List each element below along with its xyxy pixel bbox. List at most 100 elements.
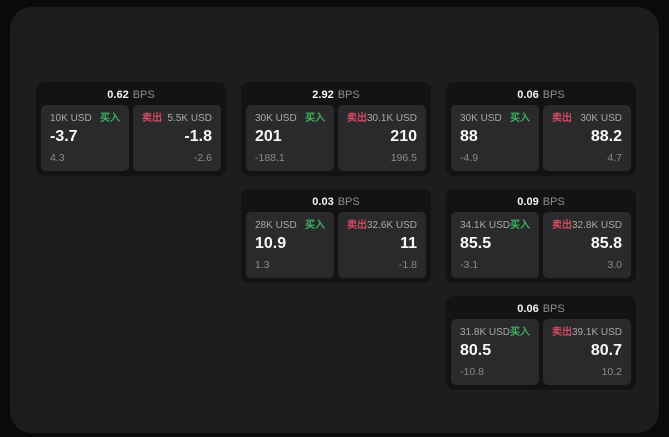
sell-notional: 5.5K USD <box>167 113 212 124</box>
quote-card: 2.92 BPS 30K USD 买入 201 -188.1 卖出 30.1K … <box>241 82 431 176</box>
quote-grid: 0.62 BPS 10K USD 买入 -3.7 4.3 卖出 5.5K USD <box>36 82 636 390</box>
bps-value: 0.06 <box>517 302 539 315</box>
buy-panel-top: 31.8K USD 买入 <box>460 327 530 339</box>
bps-header: 0.06 BPS <box>446 82 636 105</box>
sell-panel-top: 卖出 32.6K USD <box>347 220 417 232</box>
sell-panel-top: 卖出 39.1K USD <box>552 327 622 339</box>
bps-unit-label: BPS <box>337 88 360 101</box>
quote-card: 0.06 BPS 30K USD 买入 88 -4.9 卖出 30K USD <box>446 82 636 176</box>
bps-unit-label: BPS <box>337 195 360 208</box>
quote-card: 0.06 BPS 31.8K USD 买入 80.5 -10.8 卖出 39.1… <box>446 296 636 390</box>
buy-price: -3.7 <box>50 128 78 145</box>
quote-panels: 31.8K USD 买入 80.5 -10.8 卖出 39.1K USD 80.… <box>446 319 636 390</box>
bps-unit-label: BPS <box>542 195 565 208</box>
buy-panel-top: 30K USD 买入 <box>460 113 530 125</box>
buy-quote-panel[interactable]: 30K USD 买入 201 -188.1 <box>246 105 334 171</box>
bps-header: 0.06 BPS <box>446 296 636 319</box>
bps-header: 0.62 BPS <box>36 82 226 105</box>
sell-notional: 30.1K USD <box>366 113 418 124</box>
sell-side-label: 卖出 <box>552 113 572 124</box>
sell-side-label: 卖出 <box>552 220 572 231</box>
sell-quote-panel[interactable]: 卖出 32.8K USD 85.8 3.0 <box>543 212 631 278</box>
buy-notional: 30K USD <box>255 113 297 124</box>
buy-quote-panel[interactable]: 28K USD 买入 10.9 1.3 <box>246 212 334 278</box>
sell-price: 210 <box>390 128 417 145</box>
buy-panel-top: 30K USD 买入 <box>255 113 325 125</box>
bps-unit-label: BPS <box>132 88 155 101</box>
sell-price: 85.8 <box>590 235 622 252</box>
buy-notional: 31.8K USD <box>460 327 511 338</box>
buy-side-label: 买入 <box>305 220 325 231</box>
sell-quote-panel[interactable]: 卖出 39.1K USD 80.7 10.2 <box>543 319 631 385</box>
buy-notional: 30K USD <box>460 113 502 124</box>
buy-side-label: 买入 <box>510 220 531 231</box>
buy-price: 85.5 <box>460 235 492 252</box>
quote-card: 0.09 BPS 34.1K USD 买入 85.5 -3.1 卖出 32.8K… <box>446 189 636 283</box>
bps-unit-label: BPS <box>542 88 565 101</box>
quote-card: 0.03 BPS 28K USD 买入 10.9 1.3 卖出 32.6K US… <box>241 189 431 283</box>
bps-header: 2.92 BPS <box>241 82 431 105</box>
sell-side-label: 卖出 <box>347 113 367 124</box>
sell-panel-top: 卖出 30K USD <box>552 113 622 125</box>
sell-change: 3.0 <box>607 259 622 271</box>
bps-unit-label: BPS <box>542 302 565 315</box>
sell-quote-panel[interactable]: 卖出 5.5K USD -1.8 -2.6 <box>133 105 221 171</box>
sell-notional: 30K USD <box>580 113 622 124</box>
sell-change: -2.6 <box>193 152 212 164</box>
bps-value: 0.09 <box>517 195 539 208</box>
sell-side-label: 卖出 <box>142 113 162 124</box>
buy-quote-panel[interactable]: 31.8K USD 买入 80.5 -10.8 <box>451 319 539 385</box>
sell-change: 4.7 <box>607 152 622 164</box>
buy-notional: 34.1K USD <box>460 220 511 231</box>
buy-side-label: 买入 <box>100 113 120 124</box>
sell-change: -1.8 <box>398 259 417 271</box>
buy-panel-top: 34.1K USD 买入 <box>460 220 530 232</box>
quote-panels: 10K USD 买入 -3.7 4.3 卖出 5.5K USD -1.8 -2.… <box>36 105 226 176</box>
quote-panels: 30K USD 买入 88 -4.9 卖出 30K USD 88.2 4.7 <box>446 105 636 176</box>
buy-panel-top: 28K USD 买入 <box>255 220 325 232</box>
buy-price: 10.9 <box>255 235 287 252</box>
buy-side-label: 买入 <box>510 113 530 124</box>
sell-notional: 39.1K USD <box>571 327 623 338</box>
bps-value: 2.92 <box>312 88 334 101</box>
buy-change: 1.3 <box>255 259 270 271</box>
sell-price: -1.8 <box>184 128 212 145</box>
buy-change: -188.1 <box>255 152 285 164</box>
buy-quote-panel[interactable]: 30K USD 买入 88 -4.9 <box>451 105 539 171</box>
sell-notional: 32.6K USD <box>366 220 418 231</box>
buy-side-label: 买入 <box>510 327 531 338</box>
sell-side-label: 卖出 <box>552 327 572 338</box>
quote-board: 0.62 BPS 10K USD 买入 -3.7 4.3 卖出 5.5K USD <box>10 7 659 433</box>
sell-quote-panel[interactable]: 卖出 30K USD 88.2 4.7 <box>543 105 631 171</box>
quote-panels: 34.1K USD 买入 85.5 -3.1 卖出 32.8K USD 85.8… <box>446 212 636 283</box>
quote-panels: 28K USD 买入 10.9 1.3 卖出 32.6K USD 11 -1.8 <box>241 212 431 283</box>
sell-price: 11 <box>400 235 417 252</box>
buy-notional: 28K USD <box>255 220 297 231</box>
buy-panel-top: 10K USD 买入 <box>50 113 120 125</box>
sell-side-label: 卖出 <box>347 220 367 231</box>
sell-panel-top: 卖出 32.8K USD <box>552 220 622 232</box>
sell-price: 88.2 <box>590 128 622 145</box>
sell-notional: 32.8K USD <box>571 220 623 231</box>
buy-notional: 10K USD <box>50 113 92 124</box>
sell-quote-panel[interactable]: 卖出 30.1K USD 210 196.5 <box>338 105 426 171</box>
bps-value: 0.03 <box>312 195 334 208</box>
sell-change: 196.5 <box>390 152 417 164</box>
quote-panels: 30K USD 买入 201 -188.1 卖出 30.1K USD 210 1… <box>241 105 431 176</box>
sell-panel-top: 卖出 30.1K USD <box>347 113 417 125</box>
buy-change: -3.1 <box>460 259 479 271</box>
bps-header: 0.03 BPS <box>241 189 431 212</box>
buy-quote-panel[interactable]: 34.1K USD 买入 85.5 -3.1 <box>451 212 539 278</box>
sell-change: 10.2 <box>601 366 622 378</box>
sell-quote-panel[interactable]: 卖出 32.6K USD 11 -1.8 <box>338 212 426 278</box>
buy-price: 80.5 <box>460 342 492 359</box>
buy-quote-panel[interactable]: 10K USD 买入 -3.7 4.3 <box>41 105 129 171</box>
quote-card: 0.62 BPS 10K USD 买入 -3.7 4.3 卖出 5.5K USD <box>36 82 226 176</box>
buy-price: 88 <box>460 128 478 145</box>
buy-change: -4.9 <box>460 152 479 164</box>
bps-header: 0.09 BPS <box>446 189 636 212</box>
buy-change: 4.3 <box>50 152 65 164</box>
buy-price: 201 <box>255 128 282 145</box>
sell-panel-top: 卖出 5.5K USD <box>142 113 212 125</box>
